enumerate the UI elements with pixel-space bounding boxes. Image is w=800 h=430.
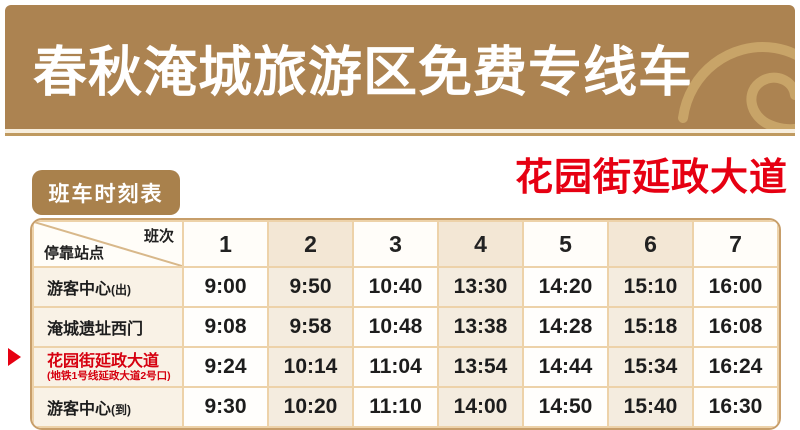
timetable-label: 班车时刻表 bbox=[32, 170, 180, 215]
time-cell: 11:04 bbox=[352, 346, 439, 388]
trip-number: 4 bbox=[437, 220, 524, 268]
time-cell: 11:10 bbox=[352, 386, 439, 428]
table-row-visitor-center-depart: 游客中心(出) 9:00 9:50 10:40 13:30 14:20 15:1… bbox=[32, 266, 779, 308]
time-cell: 14:50 bbox=[522, 386, 609, 428]
diagonal-divider bbox=[34, 222, 182, 266]
corner-cell: 班次 停靠站点 bbox=[32, 220, 184, 268]
table-row-visitor-center-arrive: 游客中心(到) 9:30 10:20 11:10 14:00 14:50 15:… bbox=[32, 386, 779, 428]
station-name: 花园街延政大道 bbox=[47, 352, 160, 370]
time-cell: 16:08 bbox=[692, 306, 779, 348]
time-cell: 13:38 bbox=[437, 306, 524, 348]
time-cell: 16:24 bbox=[692, 346, 779, 388]
timetable-table: 班次 停靠站点 1 2 3 4 5 6 7 游客中心(出) 9:00 9:50 … bbox=[32, 220, 779, 428]
time-cell: 10:40 bbox=[352, 266, 439, 308]
table-row-yancheng-west-gate: 淹城遗址西门 9:08 9:58 10:48 13:38 14:28 15:18… bbox=[32, 306, 779, 348]
station-name: 淹城遗址西门 bbox=[47, 321, 144, 338]
trip-number: 7 bbox=[692, 220, 779, 268]
banner-title: 春秋淹城旅游区免费专线车 bbox=[33, 42, 693, 103]
time-cell: 9:24 bbox=[182, 346, 269, 388]
corner-label-trip: 班次 bbox=[143, 228, 174, 245]
timetable-table-wrap: 班次 停靠站点 1 2 3 4 5 6 7 游客中心(出) 9:00 9:50 … bbox=[30, 218, 781, 430]
time-cell: 15:18 bbox=[607, 306, 694, 348]
time-cell: 15:10 bbox=[607, 266, 694, 308]
time-cell: 9:00 bbox=[182, 266, 269, 308]
time-cell: 15:34 bbox=[607, 346, 694, 388]
time-cell: 14:44 bbox=[522, 346, 609, 388]
station-cell: 淹城遗址西门 bbox=[32, 306, 184, 348]
station-cell: 游客中心(到) bbox=[32, 386, 184, 428]
station-cell: 游客中心(出) bbox=[32, 266, 184, 308]
time-cell: 15:40 bbox=[607, 386, 694, 428]
time-cell: 9:58 bbox=[267, 306, 354, 348]
trip-number: 6 bbox=[607, 220, 694, 268]
time-cell: 9:50 bbox=[267, 266, 354, 308]
trip-number: 2 bbox=[267, 220, 354, 268]
time-cell: 10:14 bbox=[267, 346, 354, 388]
time-cell: 14:20 bbox=[522, 266, 609, 308]
current-stop-arrow-icon bbox=[8, 348, 21, 366]
banner-border-light bbox=[5, 129, 795, 133]
station-suffix: (出) bbox=[111, 283, 132, 297]
banner-border-dark bbox=[5, 133, 795, 136]
station-name: 游客中心 bbox=[47, 401, 112, 418]
header-row: 班次 停靠站点 1 2 3 4 5 6 7 bbox=[32, 220, 779, 268]
banner: 春秋淹城旅游区免费专线车 bbox=[5, 5, 795, 129]
time-cell: 13:30 bbox=[437, 266, 524, 308]
trip-number: 1 bbox=[182, 220, 269, 268]
station-suffix: (到) bbox=[111, 403, 132, 417]
time-cell: 9:30 bbox=[182, 386, 269, 428]
time-cell: 9:08 bbox=[182, 306, 269, 348]
trip-number: 5 bbox=[522, 220, 609, 268]
corner-label-stops: 停靠站点 bbox=[44, 245, 105, 262]
route-title: 花园街延政大道 bbox=[514, 157, 788, 199]
time-cell: 13:54 bbox=[437, 346, 524, 388]
trip-number: 3 bbox=[352, 220, 439, 268]
station-cell: 花园街延政大道 (地铁1号线延政大道2号口) bbox=[32, 346, 184, 388]
time-cell: 16:00 bbox=[692, 266, 779, 308]
jade-spiral-icon bbox=[678, 42, 795, 129]
time-cell: 10:20 bbox=[267, 386, 354, 428]
station-name: 游客中心 bbox=[47, 281, 112, 298]
time-cell: 14:28 bbox=[522, 306, 609, 348]
time-cell: 16:30 bbox=[692, 386, 779, 428]
station-subtitle: (地铁1号线延政大道2号口) bbox=[47, 369, 171, 382]
time-cell: 14:00 bbox=[437, 386, 524, 428]
table-row-huayuan-street-highlighted: 花园街延政大道 (地铁1号线延政大道2号口) 9:24 10:14 11:04 … bbox=[32, 346, 779, 388]
time-cell: 10:48 bbox=[352, 306, 439, 348]
